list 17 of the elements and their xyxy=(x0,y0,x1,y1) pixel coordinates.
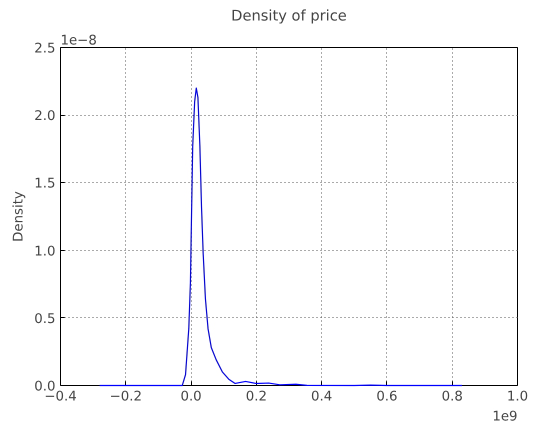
y-axis-title: Density xyxy=(11,191,26,242)
y-tick-label: 1.0 xyxy=(34,244,56,260)
line-series xyxy=(99,87,463,386)
x-tick-label: 0.2 xyxy=(246,390,267,404)
text: 1e9 xyxy=(492,410,518,424)
x-tick-label: 0.4 xyxy=(311,390,332,404)
x-tick-label: 0.0 xyxy=(180,390,202,404)
x-tick-label: 0.6 xyxy=(376,390,398,404)
x-tick-label: −0.2 xyxy=(110,390,142,404)
chart-title: Density of price xyxy=(231,8,347,24)
x-tick-label: 1.0 xyxy=(506,390,528,404)
y-tick-label: 0.5 xyxy=(34,312,56,327)
annotation: 1e−8 xyxy=(60,34,97,48)
y-tick-label: 2.0 xyxy=(34,109,56,124)
y-tick-label: 2.5 xyxy=(34,42,56,56)
x-tick-label: 0.8 xyxy=(442,390,463,404)
y-tick-label: 1.5 xyxy=(34,176,56,192)
